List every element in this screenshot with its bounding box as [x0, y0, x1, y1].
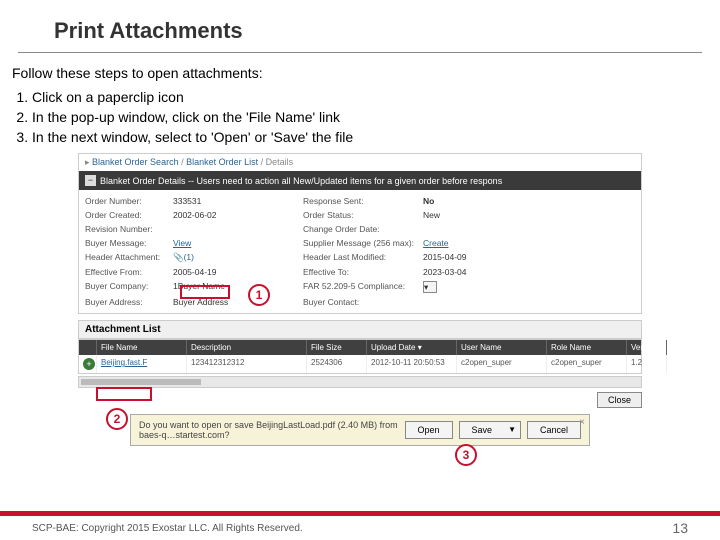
open-button[interactable]: Open: [405, 421, 453, 439]
detail-label: Supplier Message (256 max):: [303, 236, 423, 250]
table-cell: c2open_super: [457, 355, 547, 373]
detail-value: 333531: [173, 194, 303, 208]
cancel-button[interactable]: Cancel: [527, 421, 581, 439]
detail-value: New: [423, 208, 523, 222]
detail-label: Effective From:: [85, 265, 173, 279]
table-cell: 123412312312: [187, 355, 307, 373]
detail-label: Change Order Date:: [303, 222, 423, 236]
attachment-list-header: Attachment List: [78, 320, 642, 339]
attachment-table: File NameDescriptionFile SizeUpload Date…: [78, 339, 642, 374]
table-cell: Beijing.fast.F: [97, 355, 187, 373]
breadcrumb-link-1[interactable]: Blanket Order Search: [92, 157, 179, 167]
dropdown-icon[interactable]: ▾: [423, 281, 437, 293]
section-title: Blanket Order Details -- Users need to a…: [100, 176, 502, 186]
table-cell: +: [79, 355, 97, 373]
detail-label: Buyer Address:: [85, 295, 173, 309]
callout-1: 1: [248, 284, 270, 306]
detail-value: [423, 295, 523, 309]
page-title: Print Attachments: [18, 0, 702, 53]
step-1: Click on a paperclip icon: [32, 87, 720, 107]
breadcrumb: ▸ Blanket Order Search / Blanket Order L…: [79, 154, 641, 171]
footer-copyright: SCP-BAE: Copyright 2015 Exostar LLC. All…: [32, 523, 303, 534]
detail-label: Header Attachment:: [85, 250, 173, 265]
step-2: In the pop-up window, click on the 'File…: [32, 107, 720, 127]
details-grid: Order Number:333531Response Sent:NoOrder…: [79, 190, 641, 313]
table-cell: 1.2: [627, 355, 667, 373]
detail-value: 📎(1): [173, 250, 303, 265]
download-question: Do you want to open or save BeijingLastL…: [139, 420, 399, 440]
detail-value: 2005-04-19: [173, 265, 303, 279]
breadcrumb-link-2[interactable]: Blanket Order List: [186, 157, 258, 167]
column-header[interactable]: File Size: [307, 340, 367, 355]
column-header[interactable]: User Name: [457, 340, 547, 355]
order-details-panel: ▸ Blanket Order Search / Blanket Order L…: [78, 153, 642, 314]
expand-icon[interactable]: +: [83, 358, 95, 370]
close-icon[interactable]: ×: [579, 417, 585, 428]
page-number: 13: [672, 520, 688, 536]
file-name-link[interactable]: Beijing.fast.F: [101, 358, 147, 367]
column-header[interactable]: Description: [187, 340, 307, 355]
collapse-icon[interactable]: −: [85, 175, 96, 186]
detail-label: Order Number:: [85, 194, 173, 208]
detail-label: FAR 52.209-5 Compliance:: [303, 279, 423, 295]
detail-label: Order Status:: [303, 208, 423, 222]
create-link[interactable]: Create: [423, 238, 449, 248]
table-cell: 2524306: [307, 355, 367, 373]
breadcrumb-current: Details: [266, 157, 294, 167]
detail-value: 2002-06-02: [173, 208, 303, 222]
detail-value: ▾: [423, 279, 523, 295]
intro-text: Follow these steps to open attachments:: [0, 53, 720, 85]
detail-label: Header Last Modified:: [303, 250, 423, 265]
scrollbar[interactable]: [78, 376, 642, 388]
detail-value: 2023-03-04: [423, 265, 523, 279]
column-header[interactable]: File Name: [97, 340, 187, 355]
column-header[interactable]: Role Name: [547, 340, 627, 355]
column-header[interactable]: Upload Date ▾: [367, 340, 457, 355]
detail-value: Create: [423, 236, 523, 250]
paperclip-icon[interactable]: 📎(1): [173, 252, 194, 262]
detail-label: Response Sent:: [303, 194, 423, 208]
view-link[interactable]: View: [173, 238, 191, 248]
detail-value: No: [423, 194, 523, 208]
detail-label: Order Created:: [85, 208, 173, 222]
close-button[interactable]: Close: [597, 392, 642, 408]
detail-value: View: [173, 236, 303, 250]
callout-1-box: [180, 285, 230, 299]
save-button[interactable]: Save: [459, 421, 505, 439]
callout-2: 2: [106, 408, 128, 430]
detail-label: Revision Number:: [85, 222, 173, 236]
table-cell: c2open_super: [547, 355, 627, 373]
detail-value: [423, 222, 523, 236]
detail-value: 2015-04-09: [423, 250, 523, 265]
detail-label: Buyer Company:: [85, 279, 173, 295]
callout-2-box: [96, 387, 152, 401]
download-bar: × Do you want to open or save BeijingLas…: [130, 414, 590, 446]
section-header: − Blanket Order Details -- Users need to…: [79, 171, 641, 190]
detail-label: Effective To:: [303, 265, 423, 279]
detail-label: Buyer Message:: [85, 236, 173, 250]
steps-list: Click on a paperclip icon In the pop-up …: [0, 85, 720, 147]
column-header[interactable]: Version: [627, 340, 667, 355]
step-3: In the next window, select to 'Open' or …: [32, 127, 720, 147]
table-cell: 2012-10-11 20:50:53: [367, 355, 457, 373]
save-dropdown-icon[interactable]: ▼: [504, 421, 521, 439]
callout-3: 3: [455, 444, 477, 466]
column-header[interactable]: [79, 340, 97, 355]
detail-label: Buyer Contact:: [303, 295, 423, 309]
detail-value: [173, 222, 303, 236]
